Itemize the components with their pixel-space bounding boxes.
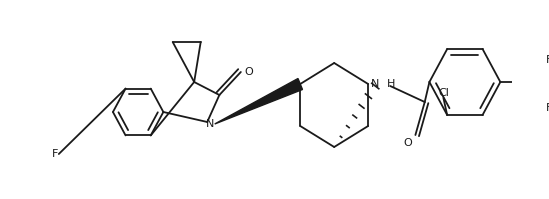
Text: N: N	[371, 79, 379, 89]
Text: F: F	[52, 149, 58, 159]
Polygon shape	[215, 78, 302, 124]
Text: O: O	[404, 138, 412, 148]
Text: H: H	[386, 79, 395, 89]
Text: N: N	[206, 119, 214, 129]
Text: O: O	[244, 67, 253, 77]
Text: F: F	[546, 55, 549, 65]
Text: Cl: Cl	[438, 88, 449, 98]
Text: F: F	[546, 103, 549, 113]
